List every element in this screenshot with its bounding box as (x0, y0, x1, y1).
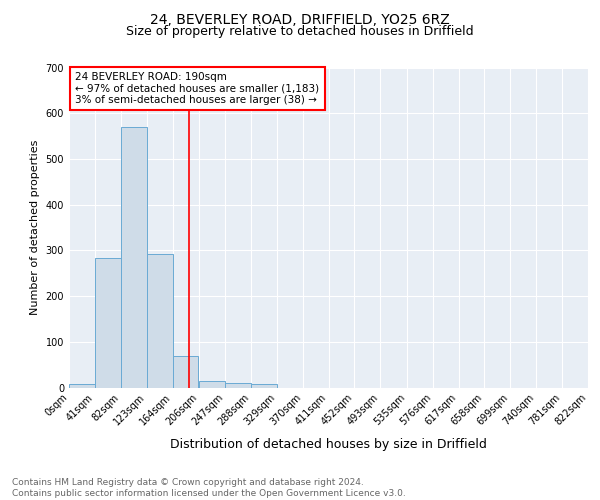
Text: Contains HM Land Registry data © Crown copyright and database right 2024.
Contai: Contains HM Land Registry data © Crown c… (12, 478, 406, 498)
Bar (146, 254, 173, 388)
Bar (225, 383, 251, 388)
Bar (69, 384, 95, 388)
Bar (199, 381, 225, 388)
Bar (95, 258, 121, 388)
Text: 24 BEVERLEY ROAD: 190sqm
← 97% of detached houses are smaller (1,183)
3% of semi: 24 BEVERLEY ROAD: 190sqm ← 97% of detach… (76, 72, 319, 106)
Bar (251, 384, 277, 388)
Bar (121, 127, 146, 388)
X-axis label: Distribution of detached houses by size in Driffield: Distribution of detached houses by size … (170, 438, 487, 452)
Y-axis label: Number of detached properties: Number of detached properties (30, 140, 40, 315)
Text: Size of property relative to detached houses in Driffield: Size of property relative to detached ho… (126, 25, 474, 38)
Text: 24, BEVERLEY ROAD, DRIFFIELD, YO25 6RZ: 24, BEVERLEY ROAD, DRIFFIELD, YO25 6RZ (150, 12, 450, 26)
Bar (173, 356, 199, 388)
